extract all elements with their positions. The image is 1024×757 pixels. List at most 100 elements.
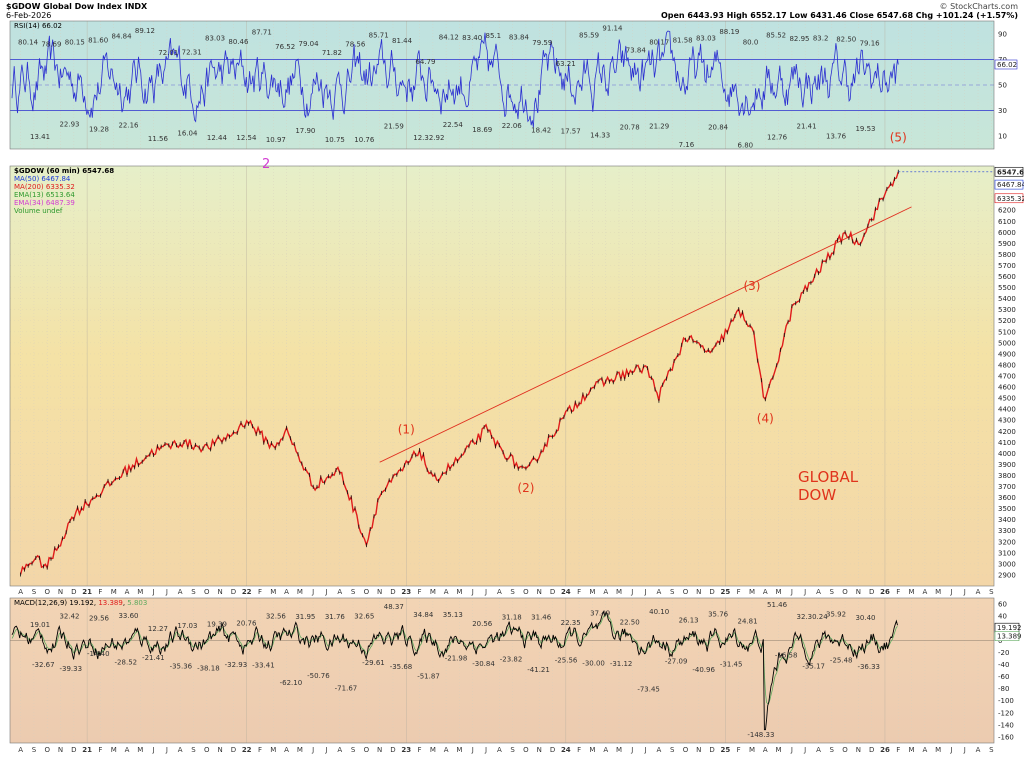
macd-y-tick: 60 <box>998 601 1007 609</box>
x-tick-price: M <box>137 588 143 596</box>
x-tick-macd: M <box>111 746 117 754</box>
rsi-y-tick: 90 <box>998 30 1007 38</box>
x-tick-price: N <box>696 588 701 596</box>
x-tick-price: D <box>550 588 555 596</box>
x-tick-price: J <box>471 588 474 596</box>
x-tick-price: M <box>297 588 303 596</box>
price-y-tick: 6000 <box>998 229 1016 237</box>
price-y-tick: 3000 <box>998 560 1016 568</box>
rsi-trough-label: 19.28 <box>89 125 109 133</box>
rsi-peak-label: 81.58 <box>673 37 693 45</box>
rsi-trough-label: 10.75 <box>325 136 345 144</box>
x-tick-price: M <box>776 588 782 596</box>
macd-peak-label: 51.46 <box>767 601 788 609</box>
x-tick-price: M <box>909 588 915 596</box>
x-tick-macd: M <box>776 746 782 754</box>
price-y-tick: 3100 <box>998 549 1016 557</box>
macd-trough-label: -51.87 <box>417 673 440 681</box>
macd-peak-label: 24.81 <box>738 617 758 625</box>
x-tick-macd: A <box>763 746 768 754</box>
x-tick-macd: D <box>869 746 874 754</box>
x-tick-price: J <box>324 588 327 596</box>
price-y-tick: 3600 <box>998 494 1016 502</box>
macd-trough-label: -16.58 <box>775 651 798 659</box>
x-tick-macd: M <box>270 746 276 754</box>
macd-peak-label: 31.76 <box>325 613 346 621</box>
x-tick-macd: 21 <box>82 746 92 754</box>
x-tick-macd: 26 <box>880 746 890 754</box>
macd-trough-label: -25.48 <box>830 657 853 665</box>
rsi-trough-label: 7.16 <box>679 141 695 149</box>
x-tick-price: J <box>963 588 966 596</box>
x-tick-macd: N <box>377 746 382 754</box>
x-tick-price: N <box>856 588 861 596</box>
x-tick-macd: J <box>803 746 806 754</box>
price-y-tick: 5300 <box>998 306 1016 314</box>
x-tick-macd: O <box>842 746 848 754</box>
macd-peak-label: 26.13 <box>679 617 699 625</box>
price-bars <box>20 169 899 577</box>
macd-trough-label: -29.61 <box>362 659 385 667</box>
wave-label: (1) <box>398 422 415 436</box>
price-y-tick: 3800 <box>998 472 1016 480</box>
x-tick-price: M <box>935 588 941 596</box>
rsi-trough-label: 20.78 <box>620 123 640 131</box>
rsi-last-value: 66.02 <box>997 61 1017 69</box>
x-tick-price: 23 <box>401 588 411 596</box>
rsi-peak-label: 83.03 <box>205 35 225 43</box>
price-y-tick: 5000 <box>998 339 1016 347</box>
rsi-peak-label: 73.84 <box>626 46 647 54</box>
rsi-peak-label: 80.15 <box>65 38 85 46</box>
price-y-tick: 4500 <box>998 395 1016 403</box>
macd-peak-label: 22.50 <box>620 619 640 627</box>
macd-y-tick: -160 <box>998 733 1014 741</box>
macd-trough-label: -39.33 <box>60 665 83 673</box>
macd-peak-label: 29.56 <box>89 614 110 622</box>
macd-trough-label: -31.45 <box>720 660 743 668</box>
macd-trough-label: -38.18 <box>197 664 220 672</box>
x-tick-price: O <box>44 588 50 596</box>
x-tick-macd: N <box>696 746 701 754</box>
x-tick-macd: M <box>749 746 755 754</box>
x-tick-macd: O <box>523 746 529 754</box>
macd-trough-label: -32.67 <box>32 661 55 669</box>
rsi-peak-label: 81.44 <box>392 37 413 45</box>
rsi-trough-label: 21.41 <box>797 123 817 131</box>
trendline <box>379 206 912 463</box>
macd-peak-label: 12.27 <box>148 625 168 633</box>
rsi-peak-label: 88.19 <box>719 28 739 36</box>
price-y-tick: 4400 <box>998 406 1016 414</box>
macd-trough-label: -14.40 <box>87 650 110 658</box>
global-dow-title-line1: GLOBAL <box>798 468 859 486</box>
x-tick-macd: A <box>178 746 183 754</box>
price-y-tick: 3900 <box>998 461 1016 469</box>
price-y-tick: 3400 <box>998 516 1016 524</box>
x-tick-price: D <box>390 588 395 596</box>
x-tick-macd: N <box>537 746 542 754</box>
x-tick-price: O <box>364 588 370 596</box>
source-credit: © StockCharts.com <box>939 2 1018 11</box>
x-tick-price: A <box>18 588 23 596</box>
rsi-trough-label: 19.53 <box>855 125 875 133</box>
x-tick-price: F <box>98 588 102 596</box>
rsi-trough-label: 14.33 <box>590 132 610 140</box>
price-y-tick: 4900 <box>998 350 1016 358</box>
x-tick-macd: A <box>657 746 662 754</box>
macd-trough-label: -27.09 <box>665 658 688 666</box>
x-tick-price: F <box>418 588 422 596</box>
macd-peak-label: 22.35 <box>561 619 581 627</box>
x-tick-price: A <box>178 588 183 596</box>
x-tick-price: M <box>616 588 622 596</box>
x-tick-macd: D <box>71 746 76 754</box>
x-tick-price: J <box>484 588 487 596</box>
x-tick-price: A <box>444 588 449 596</box>
x-tick-price: A <box>816 588 821 596</box>
x-tick-price: D <box>869 588 874 596</box>
x-tick-price: N <box>58 588 63 596</box>
rsi-trough-label: 22.06 <box>502 122 523 130</box>
price-y-tick: 4700 <box>998 373 1016 381</box>
macd-y-tick: -120 <box>998 709 1014 717</box>
x-tick-price: N <box>377 588 382 596</box>
price-title: $GDOW (60 min) 6547.68 <box>14 167 114 175</box>
